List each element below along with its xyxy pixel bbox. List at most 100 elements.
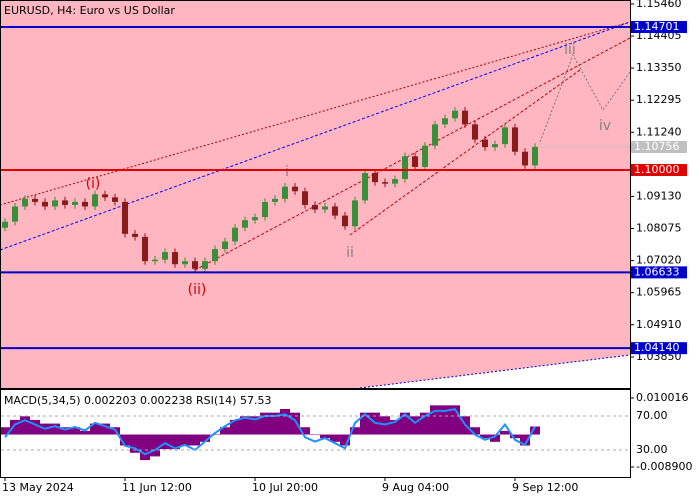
- candle-body: [362, 173, 368, 201]
- macd-bar: [530, 426, 540, 435]
- candle-body: [82, 201, 88, 207]
- y2-tick-label: 30.00: [636, 443, 668, 456]
- candle-body: [192, 261, 198, 269]
- wave-label: ii: [346, 245, 354, 261]
- candle-body: [412, 156, 418, 167]
- macd-bar: [390, 419, 400, 435]
- macd-bar: [170, 434, 180, 450]
- trend-line: [359, 354, 631, 389]
- macd-bar: [350, 427, 360, 435]
- macd-bar: [510, 434, 520, 439]
- macd-bar: [150, 434, 160, 457]
- candle-body: [352, 200, 358, 227]
- macd-bar: [260, 412, 270, 435]
- y-tick-label: 1.07020: [636, 254, 682, 267]
- y-tick-label: 1.15460: [636, 0, 682, 10]
- candle-body: [122, 201, 128, 234]
- candle-body: [322, 206, 328, 210]
- macd-bar: [420, 412, 430, 435]
- x-tick-label: 9 Aug 04:00: [382, 481, 449, 494]
- candle-body: [182, 261, 188, 265]
- macd-bar: [80, 430, 90, 435]
- y-tick-label: 1.04910: [636, 318, 682, 331]
- macd-bar: [520, 434, 530, 446]
- macd-bar: [0, 427, 10, 435]
- candle-body: [312, 204, 318, 210]
- candle-body: [172, 252, 178, 265]
- candle-body: [442, 118, 448, 125]
- candle-body: [492, 144, 498, 148]
- macd-bar: [470, 427, 480, 435]
- macd-bar: [490, 434, 500, 442]
- y-tick-label: -0.008900: [636, 460, 692, 473]
- rsi-line: [4, 408, 536, 456]
- candle-body: [152, 259, 158, 262]
- candle-body: [482, 139, 488, 148]
- current-price-box: [631, 140, 687, 153]
- candle-body: [232, 227, 238, 242]
- price-frame: [0, 0, 631, 389]
- x-tick-label: 13 May 2024: [2, 481, 74, 494]
- candle-body: [202, 261, 208, 269]
- indicator-frame: [0, 389, 631, 478]
- macd-bar: [310, 434, 320, 436]
- candle-body: [292, 186, 298, 192]
- wave-label: iv: [599, 118, 611, 134]
- macd-bar: [20, 416, 30, 435]
- candle-body: [522, 151, 528, 166]
- candle-body: [92, 194, 98, 207]
- y-tick-label: 1.09130: [636, 189, 682, 202]
- trend-lines: [0, 21, 631, 389]
- macd-bar: [120, 434, 130, 446]
- wave-label: i: [285, 164, 289, 180]
- candle-body: [282, 186, 288, 199]
- candle-body: [472, 124, 478, 140]
- level-label: 1.10000: [634, 163, 680, 176]
- y-tick-label: 0.010016: [636, 391, 689, 404]
- candle-body: [332, 206, 338, 216]
- macd-bar: [10, 419, 20, 435]
- candle-body: [392, 179, 398, 184]
- channel-line: [194, 37, 631, 271]
- macd-bar: [220, 427, 230, 435]
- candle-body: [112, 197, 118, 202]
- trend-line: [0, 21, 631, 251]
- level-label: 1.14701: [634, 20, 680, 33]
- macd-bar: [190, 434, 200, 446]
- wave-label: (i): [86, 176, 101, 192]
- indicator-title: MACD(5,34,5) 0.002203 0.002238 RSI(14) 5…: [4, 394, 271, 407]
- candle-body: [422, 145, 428, 167]
- candle-body: [402, 156, 408, 180]
- candle-body: [272, 198, 278, 202]
- candle-body: [162, 252, 168, 260]
- chart-title: EURUSD, H4: Euro vs US Dollar: [4, 4, 175, 17]
- macd-bar: [70, 427, 80, 435]
- macd-bar: [360, 412, 370, 435]
- macd-bar: [290, 412, 300, 435]
- level-label-box: [631, 342, 687, 355]
- candle-body: [372, 173, 378, 183]
- wave-label: iii: [564, 42, 576, 58]
- macd-bar: [300, 427, 310, 435]
- candle-body: [262, 201, 268, 218]
- macd-bar: [480, 434, 490, 439]
- macd-bar: [200, 434, 210, 442]
- macd-bar: [430, 405, 440, 435]
- level-label: 1.04140: [634, 341, 680, 354]
- level-label-box: [631, 163, 687, 176]
- candle-body: [302, 191, 308, 205]
- candle-body: [142, 236, 148, 262]
- channel-line: [349, 69, 581, 236]
- macd-bar: [240, 416, 250, 435]
- candle-body: [212, 249, 218, 262]
- candle-body: [62, 200, 68, 205]
- macd-bar: [320, 434, 330, 439]
- y-tick-label: 1.11240: [636, 125, 682, 138]
- wave-label: (ii): [188, 282, 207, 298]
- candle-body: [462, 110, 468, 125]
- y-tick-label: 1.12295: [636, 93, 682, 106]
- candle-body: [42, 201, 48, 207]
- candle-body: [52, 200, 58, 207]
- y2-tick-label: 70.00: [636, 409, 668, 422]
